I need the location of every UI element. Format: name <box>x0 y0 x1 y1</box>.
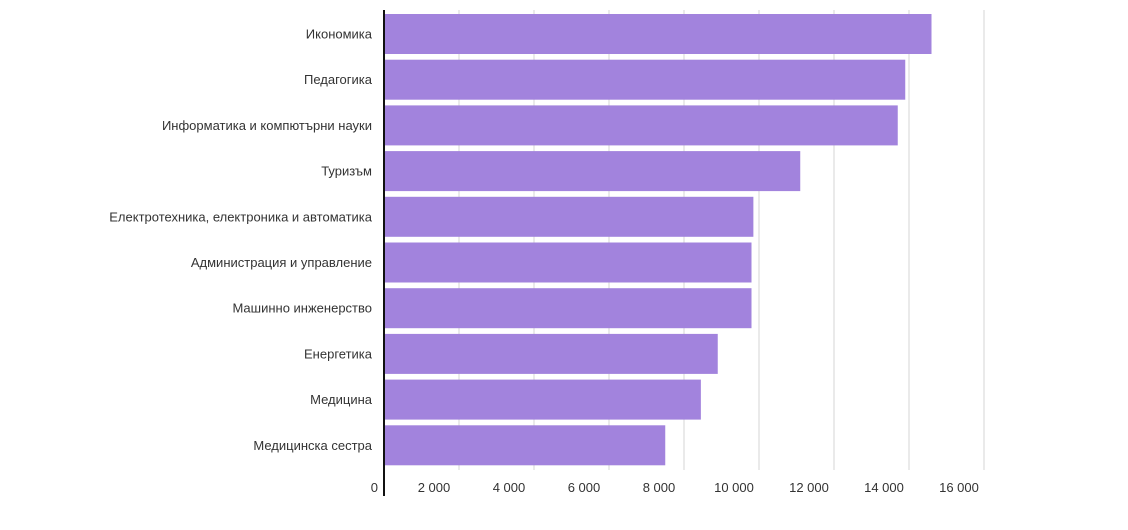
x-tick-label: 0 <box>371 480 378 495</box>
category-label: Медицинска сестра <box>253 438 372 453</box>
x-tick-label: 16 000 <box>939 480 979 495</box>
bar <box>385 105 898 146</box>
category-label: Туризъм <box>321 164 372 179</box>
bar <box>385 288 752 329</box>
category-label: Електротехника, електроника и автоматика <box>109 209 373 224</box>
category-label: Машинно инженерство <box>232 301 372 316</box>
category-label: Медицина <box>310 392 373 407</box>
category-label: Енергетика <box>304 346 373 361</box>
bars <box>385 14 932 466</box>
x-tick-label: 14 000 <box>864 480 904 495</box>
x-tick-label: 10 000 <box>714 480 754 495</box>
category-label: Информатика и компютърни науки <box>162 118 372 133</box>
category-label: Педагогика <box>304 72 373 87</box>
x-tick-label: 12 000 <box>789 480 829 495</box>
category-labels: Икономика Педагогика Информатика и компютъ… <box>109 27 373 453</box>
category-label: Икономика <box>306 27 373 42</box>
bar <box>385 242 752 283</box>
bar <box>385 379 701 420</box>
x-tick-label: 2 000 <box>418 480 451 495</box>
category-label: Администрация и управление <box>191 255 372 270</box>
bar <box>385 333 718 374</box>
bar <box>385 151 801 192</box>
x-tick-labels: 0 2 000 4 000 6 000 8 000 10 000 12 000 14 000 1… <box>371 480 979 495</box>
x-tick-label: 8 000 <box>643 480 676 495</box>
bar <box>385 425 666 466</box>
x-tick-label: 6 000 <box>568 480 601 495</box>
bar <box>385 59 906 100</box>
x-tick-label: 4 000 <box>493 480 526 495</box>
bar <box>385 14 932 54</box>
bar <box>385 196 754 237</box>
